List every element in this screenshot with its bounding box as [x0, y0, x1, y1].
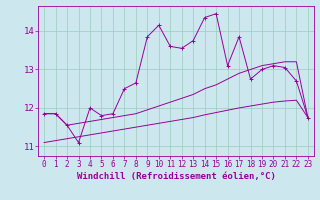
X-axis label: Windchill (Refroidissement éolien,°C): Windchill (Refroidissement éolien,°C) [76, 172, 276, 181]
